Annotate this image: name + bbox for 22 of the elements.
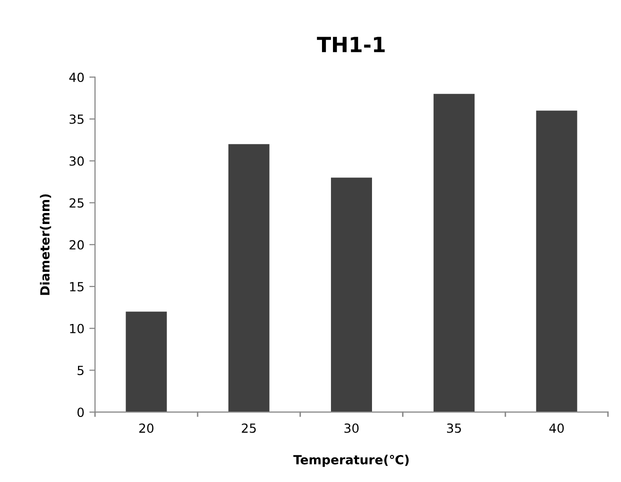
bar xyxy=(126,312,167,412)
y-tick-label: 25 xyxy=(70,198,84,208)
y-tick-label: 20 xyxy=(70,240,84,250)
y-tick-label: 10 xyxy=(70,324,84,334)
x-axis-title: Temperature(℃) xyxy=(293,454,409,467)
x-tick-label: 20 xyxy=(139,423,154,433)
chart-title: TH1-1 xyxy=(316,36,385,52)
y-tick-label: 30 xyxy=(70,156,84,166)
y-tick-label: 35 xyxy=(70,114,84,124)
y-tick-label: 15 xyxy=(70,282,84,292)
y-tick-label: 0 xyxy=(77,408,84,418)
bar xyxy=(536,110,578,412)
y-tick-label: 40 xyxy=(69,72,84,82)
y-tick-label: 5 xyxy=(78,366,84,376)
bar xyxy=(330,178,372,412)
x-tick-label: 25 xyxy=(242,423,256,433)
bar xyxy=(228,144,270,412)
x-tick-label: 35 xyxy=(447,423,461,433)
y-axis-title: Diameter(mm) xyxy=(40,194,52,295)
bar xyxy=(434,94,475,412)
x-tick-label: 40 xyxy=(549,423,564,433)
x-tick-label: 30 xyxy=(344,423,359,433)
